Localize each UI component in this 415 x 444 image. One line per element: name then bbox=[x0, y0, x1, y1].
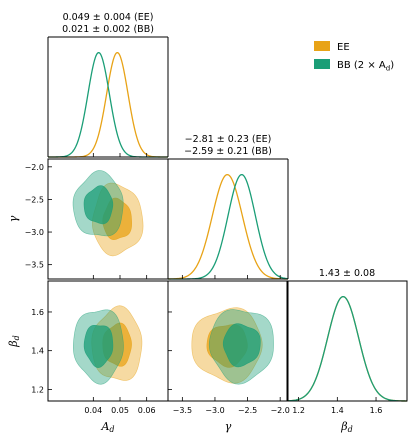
y-tick-label-beta: 1.6 bbox=[31, 308, 44, 317]
posterior-curve-BB-beta bbox=[286, 295, 408, 402]
legend-item-BB: BB (2 × Ad) bbox=[314, 59, 394, 73]
x-tick-label-beta: 1.2 bbox=[292, 406, 305, 415]
axis-labels: Ad γ βd γ βd bbox=[7, 215, 353, 434]
contours-Ad-gamma bbox=[72, 170, 144, 257]
axis-label-Ad: Ad bbox=[100, 420, 114, 434]
x-tick-label-gamma: −3.0 bbox=[205, 406, 224, 415]
y-tick-label-beta: 1.4 bbox=[31, 347, 44, 356]
panel-frame bbox=[47, 158, 169, 280]
axis-label-gamma: γ bbox=[7, 215, 20, 222]
annotation-gamma-1: −2.59 ± 0.21 (BB) bbox=[184, 146, 272, 157]
x-tick-label-Ad: 0.05 bbox=[111, 406, 129, 415]
posterior-curve-BB-gamma bbox=[168, 173, 289, 280]
x-tick-label-gamma: −2.0 bbox=[270, 406, 289, 415]
contour-1sigma-BB bbox=[222, 323, 261, 368]
y-tick-label-gamma: −2.0 bbox=[25, 163, 44, 172]
x-tick-label-gamma: −2.5 bbox=[238, 406, 257, 415]
panel-1d-beta bbox=[286, 280, 408, 402]
posterior-curve-EE-beta bbox=[286, 295, 408, 402]
annotation-beta-0: 1.43 ± 0.08 bbox=[319, 268, 375, 279]
axis-label-beta: βd bbox=[7, 335, 21, 347]
annotations: 0.049 ± 0.004 (EE)0.021 ± 0.002 (BB) −2.8… bbox=[62, 12, 375, 279]
y-tick-label-gamma: −3.5 bbox=[25, 261, 44, 270]
contours-Ad-beta bbox=[73, 305, 143, 385]
legend: EE BB (2 × Ad) bbox=[314, 41, 394, 73]
panel-1d-gamma bbox=[167, 158, 289, 280]
x-tick-label-beta: 1.6 bbox=[370, 406, 383, 415]
contours-gamma-beta bbox=[191, 307, 274, 385]
axes-ticks: 0.04 0.05 0.06 −3.5 −3.0 −2.5 −2.0 1.2 1.4 1.6−3.… bbox=[25, 153, 383, 415]
axis-label-gamma: γ bbox=[225, 420, 232, 433]
panels: 0.04 0.05 0.06 −3.5 −3.0 −2.5 −2.0 1.2 1.4 1.6−3.… bbox=[7, 36, 408, 434]
legend-label-BB: BB (2 × Ad) bbox=[337, 60, 394, 73]
legend-item-EE: EE bbox=[314, 41, 350, 53]
posterior-curve-EE-Ad bbox=[48, 51, 168, 158]
legend-label-EE: EE bbox=[337, 42, 350, 53]
contour-1sigma-BB bbox=[83, 185, 114, 225]
annotation-gamma-0: −2.81 ± 0.23 (EE) bbox=[185, 134, 272, 145]
panel-frame bbox=[167, 280, 289, 402]
contour-1sigma-BB bbox=[83, 325, 114, 368]
legend-swatch-BB bbox=[314, 59, 330, 69]
y-tick-label-beta: 1.2 bbox=[31, 385, 44, 394]
annotation-Ad-0: 0.049 ± 0.004 (EE) bbox=[63, 12, 154, 23]
panel-2d-Ad-gamma bbox=[47, 158, 169, 280]
panel-2d-gamma-beta bbox=[167, 280, 289, 402]
x-tick-label-gamma: −3.5 bbox=[173, 406, 192, 415]
posterior-curve-EE-gamma bbox=[167, 173, 289, 280]
annotation-Ad-1: 0.021 ± 0.002 (BB) bbox=[62, 24, 154, 35]
axis-label-beta: βd bbox=[340, 420, 352, 434]
y-tick-label-gamma: −3.0 bbox=[25, 228, 44, 237]
posterior-curve-BB-Ad bbox=[48, 51, 168, 158]
panel-frame-beta bbox=[286, 280, 408, 402]
x-tick-label-beta: 1.4 bbox=[331, 406, 344, 415]
x-tick-label-Ad: 0.04 bbox=[84, 406, 102, 415]
legend-swatch-EE bbox=[314, 41, 330, 51]
panel-1d-Ad bbox=[47, 36, 169, 158]
panel-2d-Ad-beta bbox=[47, 280, 169, 402]
y-tick-label-gamma: −2.5 bbox=[25, 195, 44, 204]
x-tick-label-Ad: 0.06 bbox=[138, 406, 156, 415]
